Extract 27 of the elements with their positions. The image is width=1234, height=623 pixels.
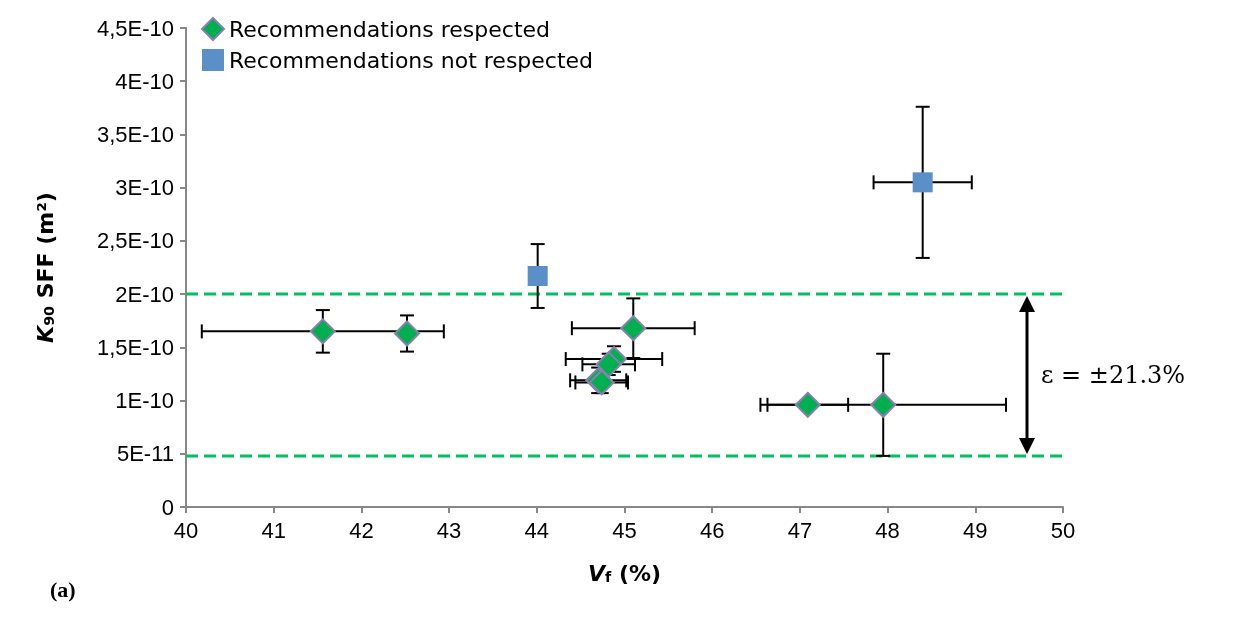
x-tick-label: 50 [1050, 517, 1076, 543]
y-tick-label: 4E-10 [115, 68, 174, 94]
annotation: ε = ±21.3% [1041, 361, 1186, 390]
y-tick-label: 0 [161, 494, 174, 520]
x-tick-label: 43 [436, 517, 462, 543]
legend-label: Recommendations respected [229, 16, 551, 42]
x-tick-label: 47 [787, 517, 813, 543]
x-tick-label: 45 [612, 517, 637, 543]
y-axis-title: K90 SFF (m²) [32, 192, 58, 343]
y-tick-label: 3,5E-10 [96, 121, 174, 147]
y-tick-label: 2,5E-10 [96, 228, 174, 254]
x-tick-label: 42 [349, 517, 374, 543]
x-tick-label: 46 [699, 517, 725, 543]
text: (a) [50, 576, 76, 602]
y-tick-label: 3E-10 [115, 175, 174, 201]
x-tick-label: 41 [261, 517, 286, 543]
x-tick-label: 49 [963, 517, 988, 543]
y-tick-label: 2E-10 [115, 281, 174, 307]
x-tick-label: 48 [875, 517, 900, 543]
y-tick-label: 1,5E-10 [96, 334, 174, 360]
x-axis-title: Vf (%) [587, 560, 662, 586]
y-tick-label: 1E-10 [115, 388, 174, 414]
y-tick-label: 4,5E-10 [96, 15, 174, 41]
x-tick-label: 40 [173, 517, 199, 543]
y-tick-label: 5E-11 [116, 441, 174, 467]
legend-label: Recommendations not respected [229, 47, 594, 73]
x-tick-label: 44 [524, 517, 550, 543]
